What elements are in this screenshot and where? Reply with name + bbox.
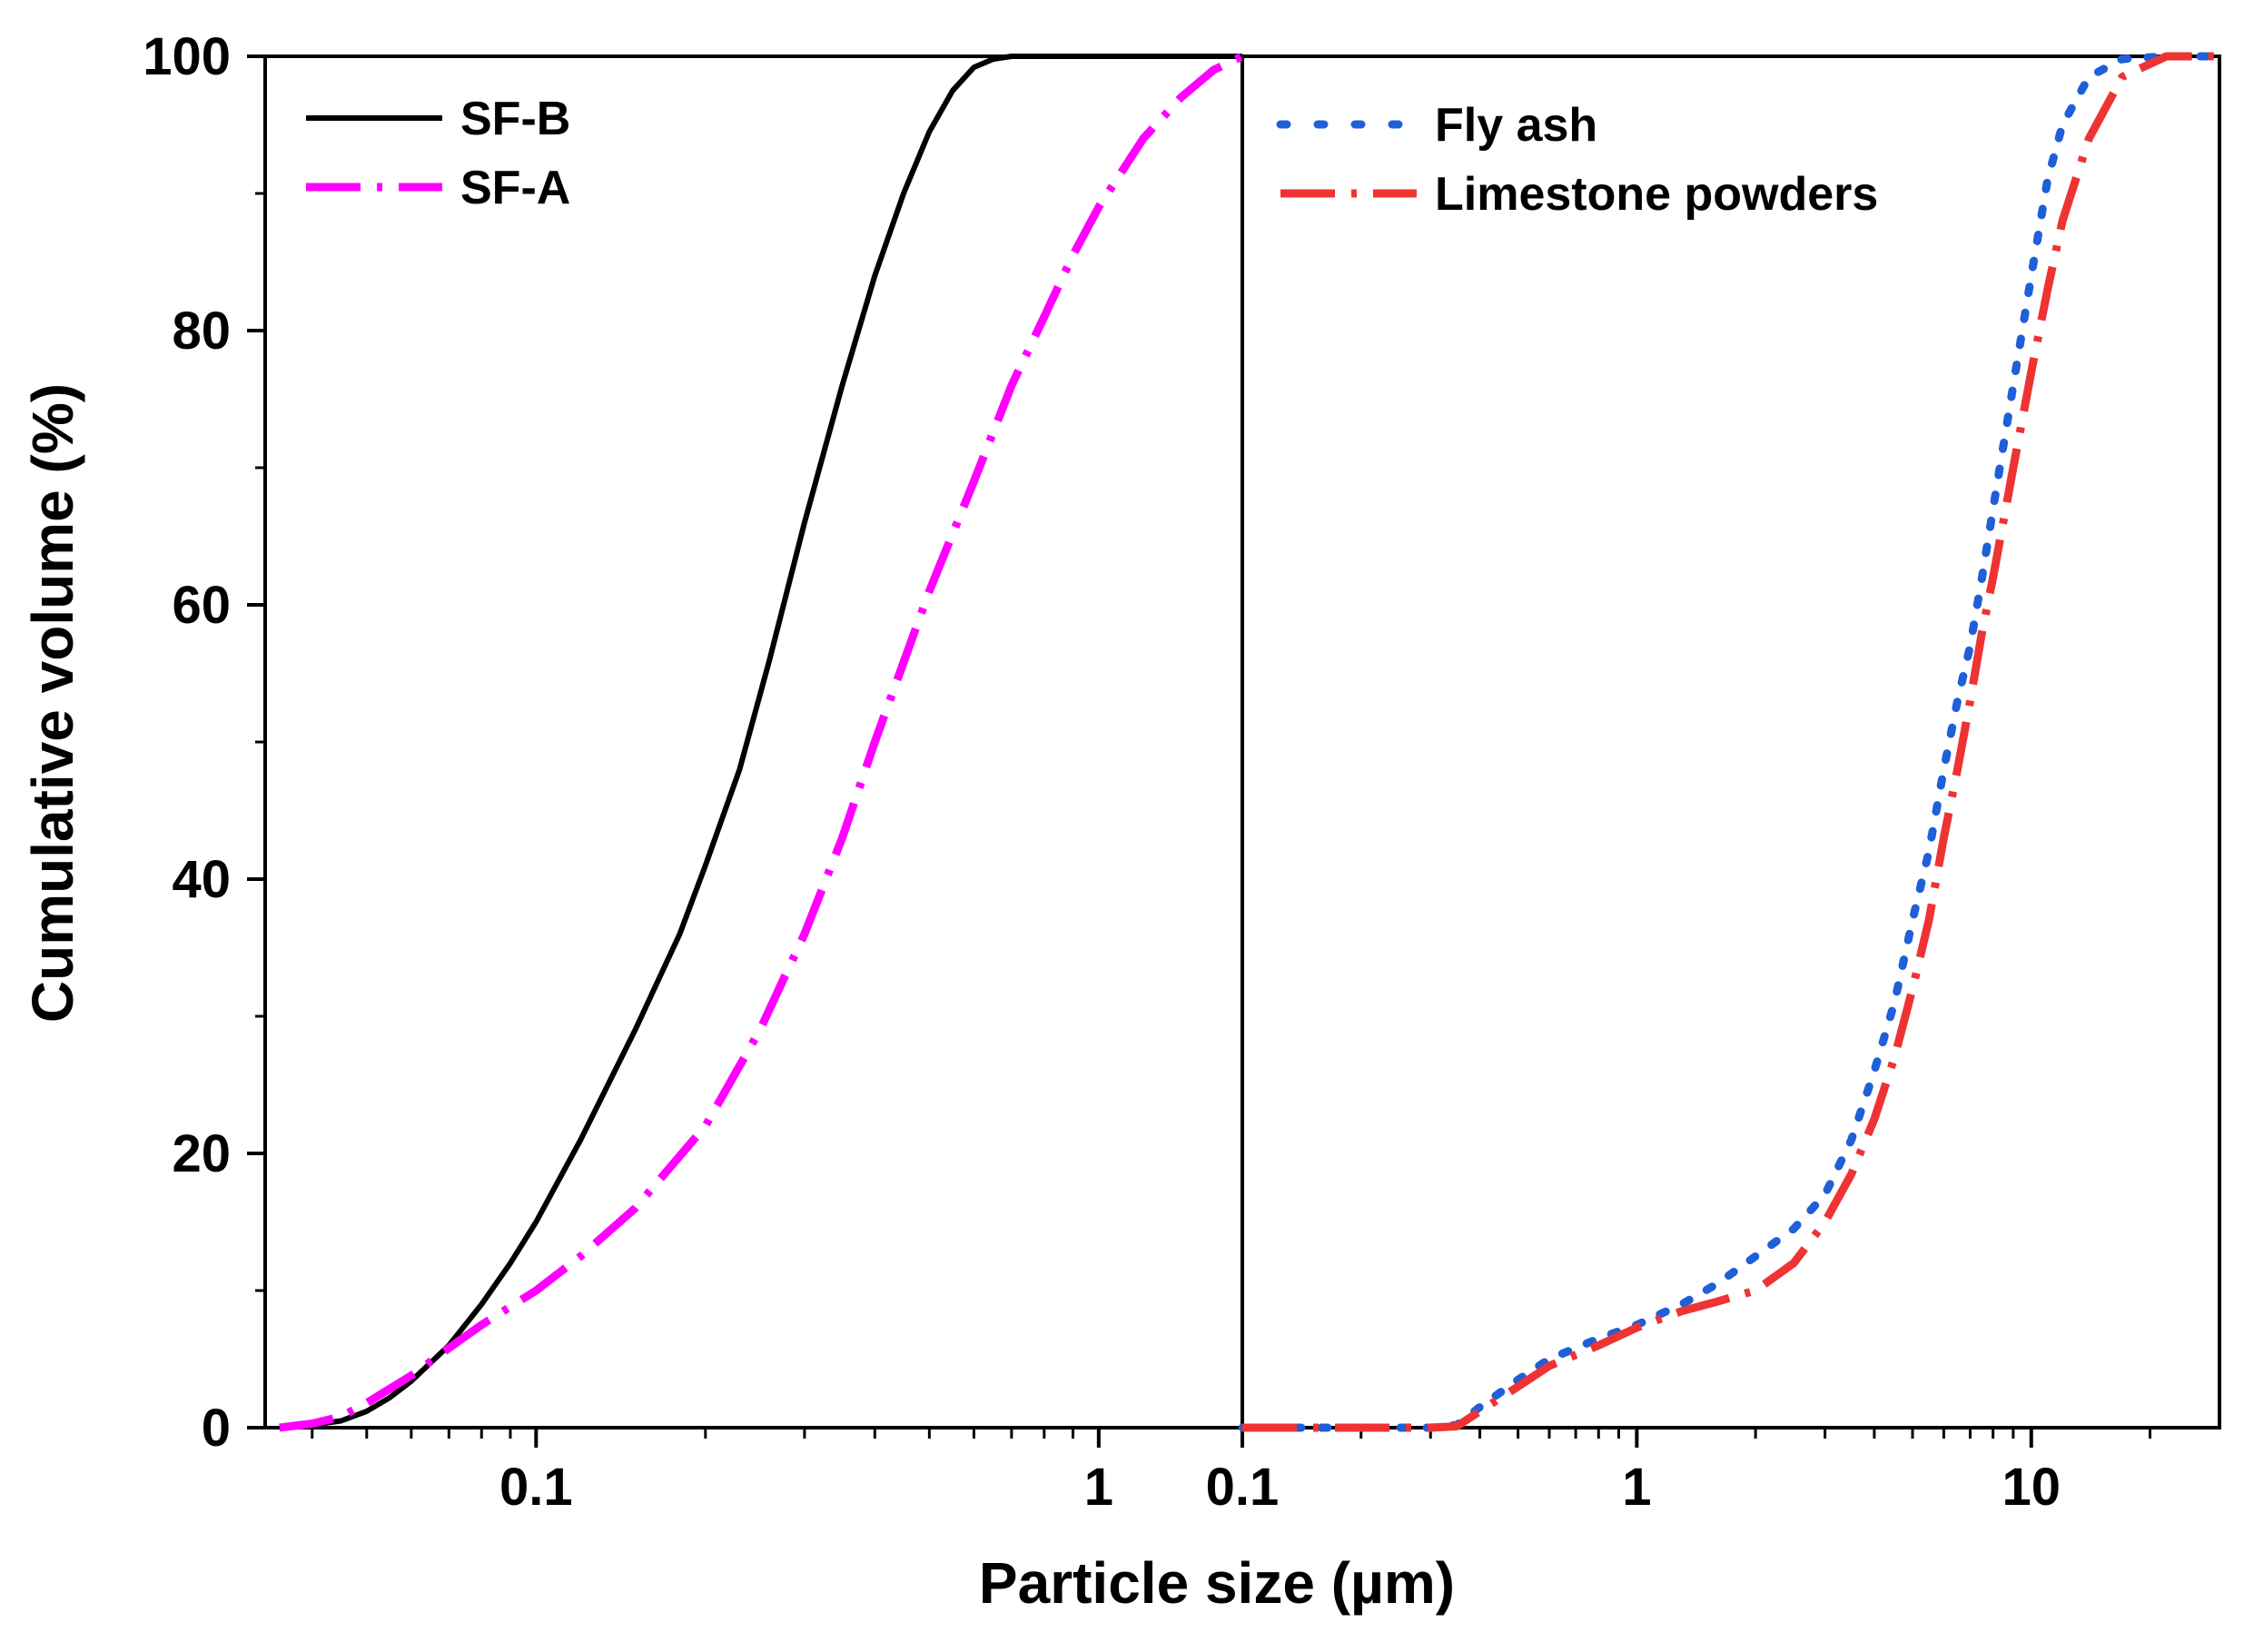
y-tick-label: 40 [172, 850, 231, 909]
legend-label: SF-B [460, 93, 570, 145]
y-tick-label: 20 [172, 1124, 231, 1183]
y-tick-label: 0 [202, 1399, 231, 1458]
y-tick-label: 100 [143, 27, 231, 86]
series-line-fly-ash [1238, 52, 2224, 1432]
series-line-sf-b [279, 54, 1242, 1430]
legend-label: SF-A [460, 162, 570, 214]
legend-label: Limestone powders [1435, 168, 1878, 221]
legend-layer: SF-B SF-A Fly ash Limestone powders [306, 93, 1878, 221]
x-tick-label: 0.1 [499, 1458, 573, 1517]
y-tick-label: 80 [172, 302, 231, 361]
labels-layer: Cumulative volume (%) Particle size (µm) [20, 383, 1455, 1616]
series-line-sf-a [279, 52, 1244, 1432]
x-tick-label: 10 [2002, 1458, 2061, 1517]
series-layer [279, 52, 2224, 1432]
x-tick-label: 1 [1622, 1458, 1651, 1517]
x-tick-label: 1 [1084, 1458, 1113, 1517]
axes-layer: 0 20 40 60 80 100 0.1 1 0.1 1 10 [143, 27, 2221, 1517]
x-axis-title: Particle size (µm) [979, 1550, 1455, 1616]
y-axis-title: Cumulative volume (%) [20, 383, 85, 1023]
legend-label: Fly ash [1435, 99, 1597, 152]
y-tick-label: 60 [172, 576, 231, 635]
series-line-limestone-powders [1242, 52, 2219, 1432]
x-tick-label: 0.1 [1206, 1458, 1280, 1517]
